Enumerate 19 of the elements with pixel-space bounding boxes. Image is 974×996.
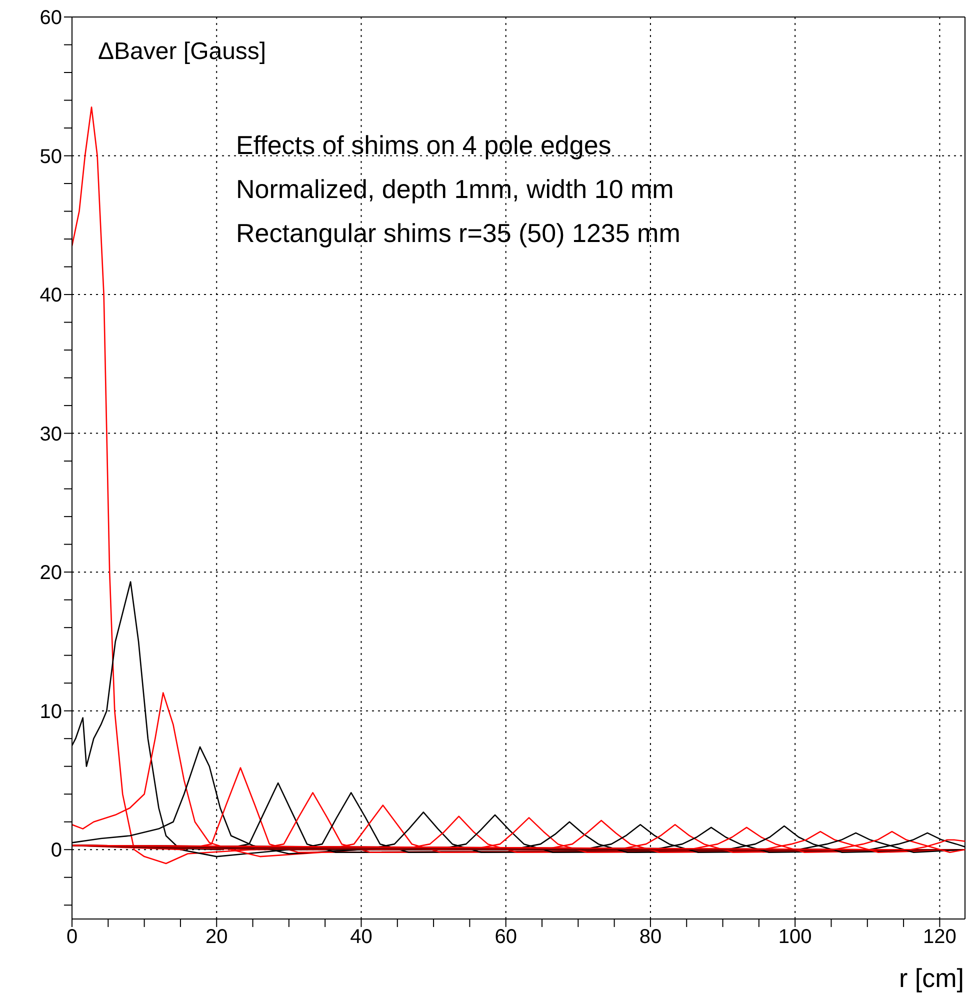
annotation: Normalized, depth 1mm, width 10 mm — [236, 174, 674, 205]
x-tick-label: 100 — [778, 926, 812, 948]
x-axis-title: r [cm] — [899, 963, 964, 994]
annotation: Effects of shims on 4 pole edges — [236, 130, 612, 161]
y-tick-label: 10 — [40, 700, 62, 723]
annotation: Rectangular shims r=35 (50) 1235 mm — [236, 218, 680, 249]
y-tick-label: 0 — [50, 840, 62, 862]
x-tick-label: 40 — [350, 926, 372, 948]
x-tick-label: 0 — [66, 926, 78, 948]
y-tick-label: 50 — [40, 146, 62, 168]
x-tick-label: 120 — [923, 926, 956, 948]
y-tick-label: 40 — [40, 284, 62, 307]
y-tick-label: 20 — [40, 562, 62, 584]
x-tick-label: 80 — [639, 926, 662, 948]
x-tick-label: 20 — [205, 926, 228, 948]
x-tick-label: 60 — [494, 926, 517, 948]
y-tick-label: 60 — [40, 7, 62, 30]
y-tick-label: 30 — [40, 423, 62, 446]
y-axis-title: ΔBaver [Gauss] — [98, 38, 266, 66]
